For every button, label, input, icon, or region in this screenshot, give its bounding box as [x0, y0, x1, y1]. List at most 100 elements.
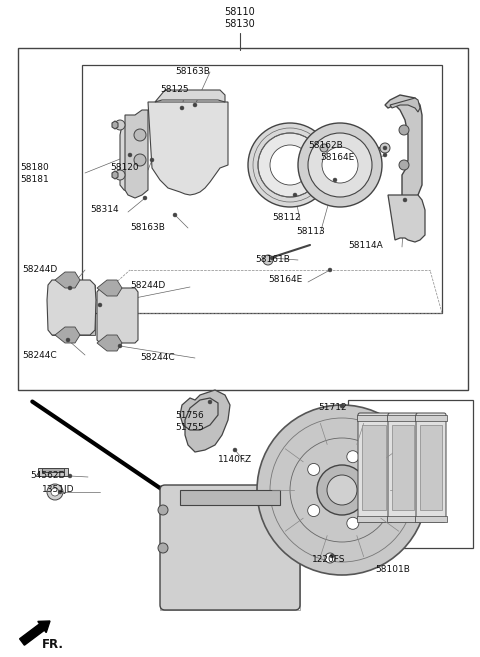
Circle shape	[347, 451, 359, 463]
Circle shape	[308, 463, 320, 476]
Circle shape	[399, 160, 409, 170]
Text: 58181: 58181	[20, 175, 49, 185]
Polygon shape	[180, 390, 230, 452]
Text: 58101B: 58101B	[375, 566, 410, 574]
Circle shape	[263, 255, 273, 265]
Text: 58164E: 58164E	[320, 154, 354, 162]
Bar	[420, 425, 442, 510]
Text: 1140FZ: 1140FZ	[218, 455, 252, 464]
Circle shape	[383, 146, 387, 150]
Text: 58244D: 58244D	[22, 265, 57, 275]
Circle shape	[68, 286, 72, 290]
Circle shape	[327, 475, 357, 505]
Circle shape	[68, 474, 72, 478]
Circle shape	[128, 153, 132, 157]
Circle shape	[270, 145, 310, 185]
Bar	[387, 415, 419, 421]
Text: 58120: 58120	[110, 164, 139, 173]
Circle shape	[134, 129, 146, 141]
Circle shape	[371, 484, 383, 496]
FancyBboxPatch shape	[358, 413, 390, 522]
Circle shape	[233, 448, 237, 452]
Text: 58163B: 58163B	[130, 223, 165, 233]
Polygon shape	[120, 118, 145, 192]
Circle shape	[143, 196, 147, 200]
Text: 58244D: 58244D	[130, 281, 165, 290]
Text: FR.: FR.	[42, 639, 64, 652]
Text: 58162B: 58162B	[308, 141, 343, 150]
Text: 58314: 58314	[90, 206, 119, 214]
Circle shape	[325, 553, 335, 563]
Polygon shape	[97, 280, 122, 296]
Circle shape	[399, 125, 409, 135]
Bar	[52, 285, 95, 335]
Bar	[100, 292, 135, 342]
Circle shape	[288, 543, 298, 553]
Circle shape	[270, 256, 274, 260]
Polygon shape	[112, 121, 118, 129]
Circle shape	[380, 143, 390, 153]
Text: 58130: 58130	[225, 19, 255, 29]
Circle shape	[173, 213, 177, 217]
Bar	[42, 468, 64, 472]
Circle shape	[51, 488, 59, 496]
Polygon shape	[112, 171, 118, 179]
Text: 58180: 58180	[20, 164, 49, 173]
Circle shape	[258, 133, 322, 197]
Circle shape	[47, 484, 63, 500]
Bar	[357, 516, 391, 522]
Polygon shape	[97, 288, 138, 343]
Circle shape	[320, 144, 328, 152]
FancyBboxPatch shape	[416, 413, 446, 522]
Bar	[348, 400, 473, 548]
Circle shape	[158, 505, 168, 515]
Bar	[38, 468, 68, 476]
Circle shape	[330, 554, 334, 558]
Circle shape	[58, 490, 62, 494]
Circle shape	[134, 154, 146, 166]
Text: 54562D: 54562D	[30, 470, 65, 480]
Circle shape	[98, 303, 102, 307]
Circle shape	[322, 147, 358, 183]
Polygon shape	[385, 95, 422, 200]
Circle shape	[115, 170, 125, 180]
Circle shape	[66, 338, 70, 342]
Text: 58164E: 58164E	[268, 275, 302, 284]
Polygon shape	[97, 335, 122, 351]
FancyArrow shape	[20, 621, 50, 645]
Bar	[415, 415, 447, 421]
Circle shape	[248, 123, 332, 207]
Polygon shape	[47, 280, 96, 335]
Bar	[82, 65, 442, 313]
Circle shape	[328, 268, 332, 272]
Polygon shape	[148, 102, 228, 195]
Circle shape	[403, 198, 407, 202]
Text: 1220FS: 1220FS	[312, 556, 346, 564]
Polygon shape	[55, 327, 80, 343]
Circle shape	[293, 193, 297, 197]
Polygon shape	[390, 98, 420, 112]
Text: 58163B: 58163B	[175, 68, 210, 76]
Circle shape	[158, 543, 168, 553]
Circle shape	[383, 153, 387, 157]
Text: 58112: 58112	[272, 214, 300, 223]
Circle shape	[317, 465, 367, 515]
Polygon shape	[55, 272, 80, 288]
Text: 51755: 51755	[175, 424, 204, 432]
Circle shape	[308, 505, 320, 516]
Circle shape	[150, 158, 154, 162]
Text: 51756: 51756	[175, 411, 204, 420]
Text: 58113: 58113	[296, 227, 325, 237]
Bar	[18, 48, 468, 390]
Circle shape	[347, 517, 359, 530]
Circle shape	[193, 103, 197, 107]
Circle shape	[115, 120, 125, 130]
Text: 58161B: 58161B	[255, 256, 290, 265]
Text: 58244C: 58244C	[140, 353, 175, 363]
Text: 58114A: 58114A	[348, 240, 383, 250]
Circle shape	[257, 405, 427, 575]
Circle shape	[298, 123, 382, 207]
Polygon shape	[125, 110, 148, 198]
Bar	[180, 490, 280, 505]
Text: 58244C: 58244C	[22, 350, 57, 359]
